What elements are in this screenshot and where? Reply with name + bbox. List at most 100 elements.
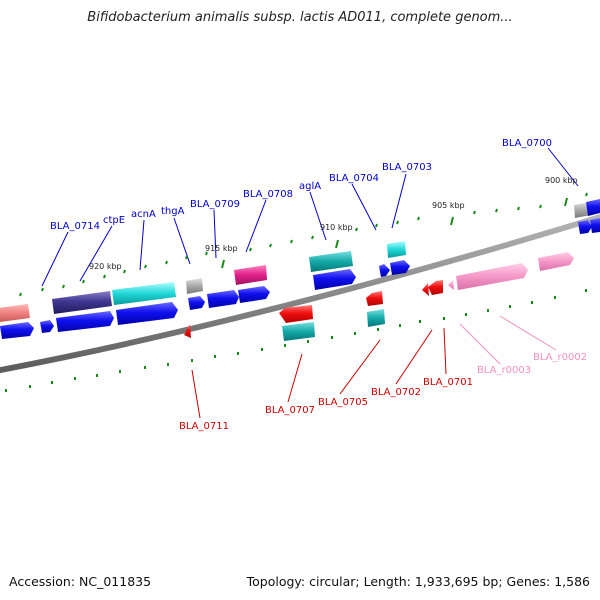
tick: [123, 269, 126, 274]
tick: [19, 292, 22, 297]
connector-bla-0711: [191, 369, 201, 419]
rna-pink-small[interactable]: [448, 280, 454, 290]
gene-bla-0709[interactable]: [207, 290, 239, 308]
tick: [539, 204, 542, 209]
gene-agla-teal[interactable]: [309, 251, 353, 272]
tick: [335, 239, 339, 249]
tick: [62, 284, 65, 289]
tick: [165, 260, 168, 265]
gene-bla-0714[interactable]: [56, 311, 114, 332]
tick: [375, 223, 378, 228]
label-bla-0702[interactable]: BLA_0702: [371, 387, 421, 398]
gene-blue-right-lower[interactable]: [578, 220, 592, 234]
label-bla-0708[interactable]: BLA_0708: [243, 189, 293, 200]
gene-bla-0707[interactable]: [279, 305, 313, 323]
gene-bla-0705-teal[interactable]: [367, 309, 385, 327]
ruler-label-915: 915 kbp: [205, 244, 238, 253]
connector-bla-0702: [395, 329, 433, 385]
gene-bla-0711[interactable]: [184, 324, 191, 338]
gene-acna[interactable]: [116, 302, 178, 325]
gene-bla-0703[interactable]: [390, 260, 410, 275]
label-bla-r0003[interactable]: BLA_r0003: [477, 365, 531, 376]
label-bla-0711[interactable]: BLA_0711: [179, 421, 229, 432]
tick: [585, 192, 588, 197]
connector-bla-0709: [213, 209, 217, 259]
genome-title: Bifidobacterium animalis subsp. lactis A…: [87, 10, 513, 25]
gene-bla-0703-cyan[interactable]: [387, 241, 406, 258]
tick: [495, 208, 498, 213]
gene-agla[interactable]: [313, 269, 356, 290]
tick: [41, 287, 44, 292]
gene-ctpe-navy[interactable]: [52, 291, 112, 314]
ruler-label-920: 920 kbp: [89, 262, 122, 271]
gene-bla-0700[interactable]: [586, 199, 600, 216]
label-connectors: [41, 147, 579, 419]
tick: [517, 206, 520, 211]
label-ctpe[interactable]: ctpE: [103, 215, 125, 226]
label-acna[interactable]: acnA: [131, 209, 156, 220]
lower-tick-row: [5, 289, 587, 392]
label-bla-0704[interactable]: BLA_0704: [329, 173, 379, 184]
genome-backbone: [0, 214, 600, 374]
label-thga[interactable]: thgA: [161, 206, 185, 217]
connector-ctpe: [79, 225, 113, 282]
reverse-strand-features[interactable]: [184, 280, 454, 341]
connector-bla-r0003: [459, 323, 501, 365]
connector-agla: [309, 191, 327, 241]
gene-bla-0702[interactable]: [422, 283, 429, 296]
accession-text: Accession: NC_011835: [9, 574, 152, 589]
upper-tick-row: [19, 192, 588, 297]
label-bla-r0002[interactable]: BLA_r0002: [533, 352, 587, 363]
label-bla-0703[interactable]: BLA_0703: [382, 162, 432, 173]
connector-bla-0700: [547, 147, 579, 187]
rna-bla-r0002[interactable]: [538, 252, 574, 271]
label-agla[interactable]: aglA: [299, 181, 321, 192]
ruler-label-900: 900 kbp: [545, 176, 578, 185]
gene-bla-0704[interactable]: [379, 264, 390, 277]
gene-bla-0706[interactable]: [366, 291, 383, 306]
label-bla-0709[interactable]: BLA_0709: [190, 199, 240, 210]
tick: [103, 274, 106, 279]
gene-bla-0701[interactable]: [428, 280, 443, 295]
gene-thga[interactable]: [188, 296, 205, 310]
connector-bla-0705: [339, 339, 381, 395]
tick: [144, 264, 147, 269]
label-bla-0700[interactable]: BLA_0700: [502, 138, 552, 149]
tick: [290, 239, 293, 244]
connector-bla-0704: [351, 183, 377, 231]
tick: [396, 220, 399, 225]
forward-strand-features[interactable]: [0, 199, 600, 339]
tick: [185, 255, 188, 260]
ruler-label-905: 905 kbp: [432, 201, 465, 210]
tick: [311, 235, 314, 240]
forward-gene-labels: BLA_0714 ctpE acnA thgA BLA_0709 BLA_070…: [50, 138, 552, 232]
gene-bla-0708[interactable]: [238, 286, 270, 303]
connector-bla-0707: [287, 353, 303, 403]
connector-bla-0714: [41, 231, 69, 287]
connector-acna: [139, 219, 145, 271]
label-bla-0714[interactable]: BLA_0714: [50, 221, 100, 232]
gene-thga-gray[interactable]: [186, 278, 203, 294]
tick: [221, 259, 225, 269]
label-bla-0707[interactable]: BLA_0707: [265, 405, 315, 416]
gene-blue-left[interactable]: [0, 322, 34, 339]
tick: [269, 243, 272, 248]
gene-bla-0707-teal[interactable]: [282, 322, 315, 341]
ruler-label-910: 910 kbp: [320, 223, 353, 232]
gene-salmon-left[interactable]: [0, 304, 30, 322]
genome-summary-text: Topology: circular; Length: 1,933,695 bp…: [246, 574, 590, 589]
label-bla-0701[interactable]: BLA_0701: [423, 377, 473, 388]
gene-bla-0708-magenta[interactable]: [234, 265, 267, 285]
gene-blue-right-edge[interactable]: [590, 218, 600, 233]
gene-acna-cyan[interactable]: [112, 282, 176, 305]
gene-blue-small-left[interactable]: [40, 320, 54, 333]
reverse-gene-labels: BLA_0711 BLA_0707 BLA_0705 BLA_0702 BLA_…: [179, 352, 587, 432]
connector-bla-0703: [391, 173, 407, 229]
connector-bla-0701: [443, 327, 447, 375]
tick: [205, 251, 208, 256]
tick: [473, 210, 476, 215]
rna-bla-r0003[interactable]: [456, 263, 528, 290]
label-bla-0705[interactable]: BLA_0705: [318, 397, 368, 408]
tick: [417, 216, 420, 221]
